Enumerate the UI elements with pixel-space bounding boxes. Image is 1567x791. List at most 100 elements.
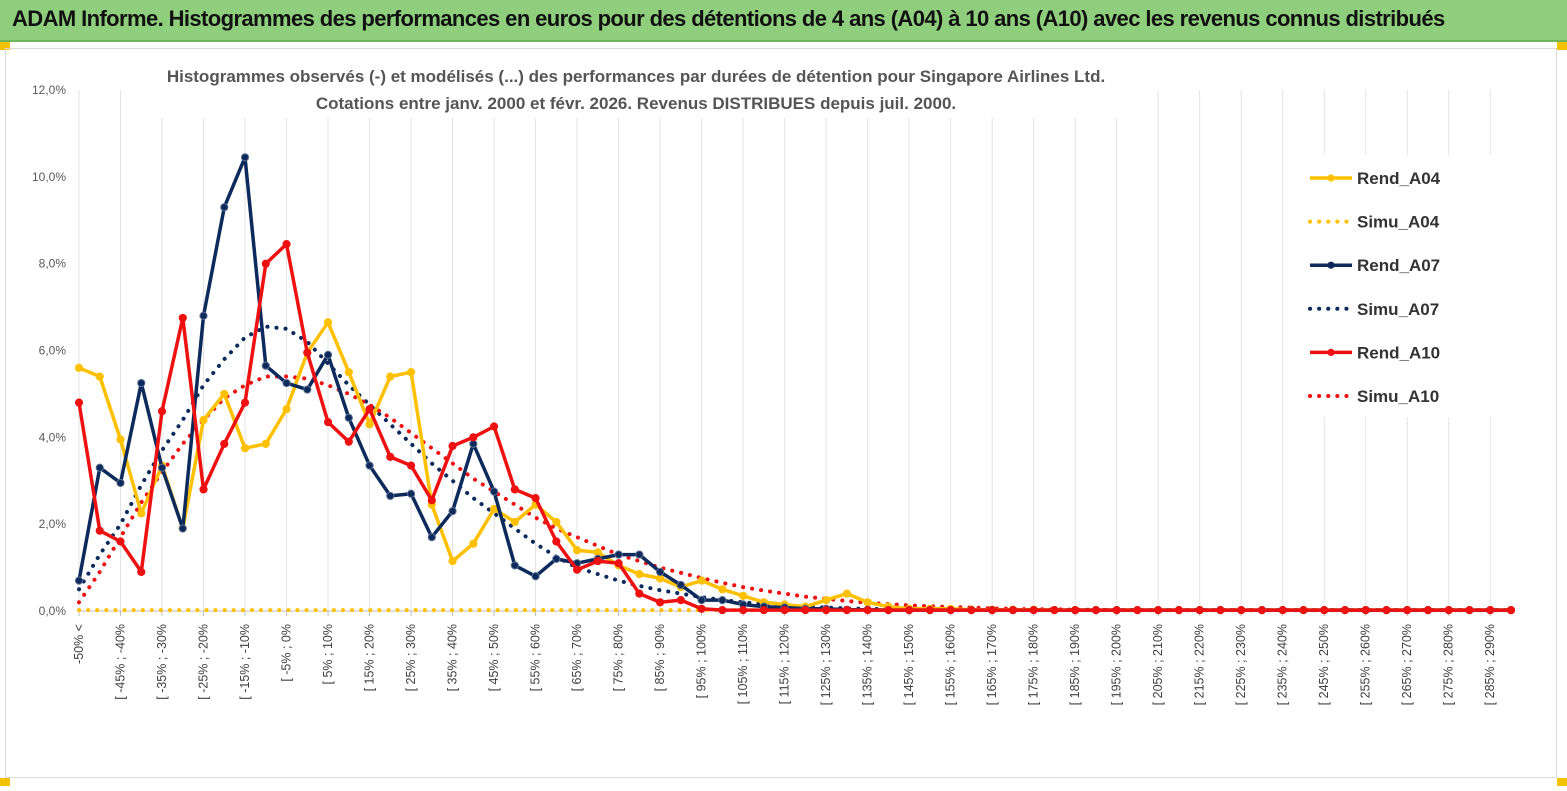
y-tick-label: 12,0%	[32, 83, 66, 97]
x-tick-label: [ 95% ; 100%	[695, 624, 709, 698]
data-point	[635, 589, 644, 598]
data-point	[178, 313, 187, 323]
data-point	[427, 496, 436, 505]
data-point	[946, 606, 955, 615]
data-point	[406, 368, 416, 377]
data-point	[697, 604, 706, 613]
data-point	[157, 407, 167, 416]
data-point	[220, 203, 229, 212]
x-tick-label: [ 245% ; 250%	[1317, 624, 1331, 705]
data-point	[469, 539, 478, 548]
series	[74, 153, 1516, 615]
data-point	[303, 385, 312, 394]
data-point	[137, 378, 146, 388]
x-tick-label: [ 35% ; 40%	[446, 624, 460, 691]
x-tick-label: [ 215% ; 220%	[1193, 624, 1207, 705]
legend-label: Rend_A10	[1357, 343, 1440, 362]
data-point	[572, 546, 582, 555]
data-point	[1278, 606, 1287, 615]
data-point	[323, 318, 333, 327]
y-tick-labels: 0,0% 2,0% 4,0% 6,0% 8,0% 10,0% 12,0%	[32, 83, 66, 618]
data-point	[614, 550, 623, 559]
data-point	[967, 606, 976, 615]
data-point	[448, 556, 457, 566]
data-point	[386, 491, 395, 501]
legend-marker	[1327, 174, 1335, 182]
chart-title-backdrop	[150, 60, 1125, 118]
chart-frame	[5, 48, 1557, 778]
data-point	[801, 606, 810, 615]
data-point	[240, 398, 250, 407]
data-point	[863, 606, 872, 615]
x-tick-label: [ 45% ; 50%	[487, 624, 501, 691]
data-point	[448, 507, 457, 516]
data-point	[1154, 606, 1163, 615]
data-point	[74, 576, 84, 585]
data-point	[1237, 606, 1246, 615]
data-point	[303, 348, 312, 357]
x-tick-label: [ -5% ; 0%	[280, 624, 294, 682]
data-point	[510, 561, 519, 570]
data-point	[323, 350, 333, 359]
data-point	[572, 565, 582, 574]
report-banner: ADAM Informe. Histogrammes des performan…	[0, 0, 1567, 42]
data-point	[1112, 606, 1121, 615]
data-point	[531, 494, 540, 503]
x-tick-label: [ -15% ; -10%	[238, 624, 252, 700]
legend-box	[1296, 155, 1492, 417]
data-point	[1195, 606, 1204, 615]
data-point	[822, 596, 831, 605]
legend-label: Rend_A04	[1357, 169, 1441, 188]
legend-marker	[1327, 348, 1335, 356]
data-point	[842, 589, 851, 598]
x-tick-label: [ 65% ; 70%	[570, 624, 584, 691]
data-point	[552, 517, 561, 527]
data-point	[282, 378, 291, 388]
corner-mark-bottom-right	[1557, 778, 1567, 786]
data-point	[1257, 606, 1267, 615]
x-tick-label: [ 15% ; 20%	[363, 624, 377, 691]
data-point	[552, 554, 561, 564]
data-point	[261, 361, 270, 370]
data-point	[1444, 606, 1453, 615]
data-point	[718, 585, 727, 594]
data-point	[510, 517, 519, 527]
x-tick-label: [ -45% ; -40%	[114, 624, 128, 700]
data-point	[1133, 606, 1142, 615]
data-point	[614, 559, 623, 568]
data-point	[759, 606, 768, 615]
x-tick-label: [ 5% ; 10%	[321, 624, 335, 684]
x-tick-label: [ 55% ; 60%	[529, 624, 543, 691]
data-point	[593, 556, 602, 566]
x-tick-label: [ 195% ; 200%	[1110, 624, 1124, 705]
data-point	[1361, 606, 1370, 615]
data-point	[697, 596, 706, 605]
y-tick-label: 10,0%	[32, 170, 66, 184]
data-point	[95, 463, 104, 472]
data-point	[489, 422, 499, 431]
data-point	[282, 405, 291, 414]
data-point	[697, 576, 706, 585]
data-point	[95, 372, 104, 381]
data-point	[157, 463, 167, 472]
x-tick-label: [ 165% ; 170%	[985, 624, 999, 705]
data-point	[344, 413, 353, 422]
legend-marker	[1327, 261, 1335, 269]
y-tick-label: 0,0%	[39, 604, 67, 618]
y-tick-label: 2,0%	[39, 517, 67, 531]
data-point	[884, 606, 893, 615]
x-tick-label: [ -25% ; -20%	[197, 624, 211, 700]
y-tick-label: 8,0%	[39, 257, 67, 271]
data-point	[240, 444, 250, 453]
data-point	[261, 259, 270, 268]
data-point	[344, 368, 353, 377]
data-point	[1050, 606, 1059, 615]
data-point	[489, 487, 499, 496]
legend-label: Simu_A04	[1357, 213, 1440, 232]
chart-title: Histogrammes observés (-) et modélisés (…	[167, 67, 1105, 86]
data-point	[74, 398, 84, 407]
data-point	[718, 596, 727, 605]
data-point	[240, 153, 250, 162]
x-tick-label: [ 205% ; 210%	[1151, 624, 1165, 705]
grid-lines	[78, 90, 1491, 616]
